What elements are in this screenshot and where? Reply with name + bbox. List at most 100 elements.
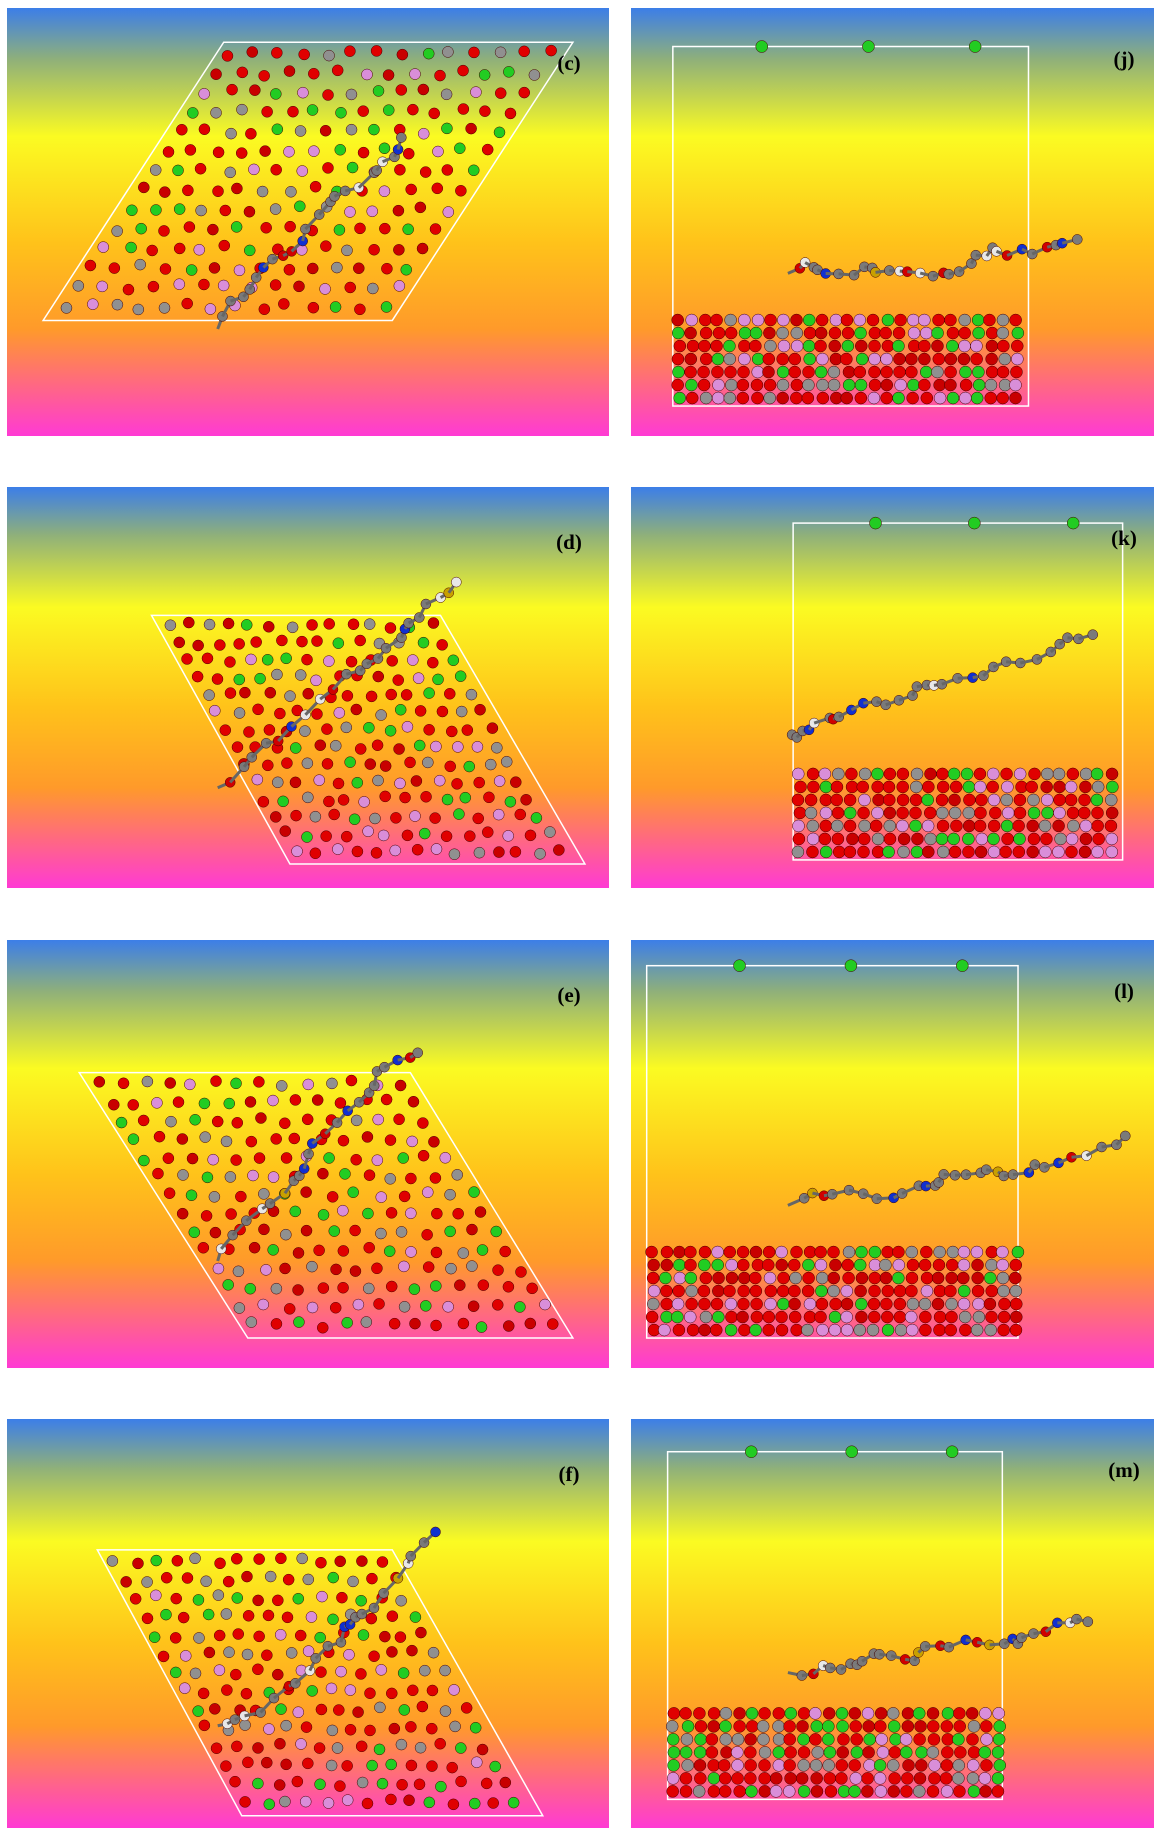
atom xyxy=(293,1593,304,1604)
atom xyxy=(338,794,349,805)
atom xyxy=(881,379,893,391)
atom xyxy=(700,1272,712,1284)
atom xyxy=(673,1324,685,1336)
atom xyxy=(406,184,417,195)
atom xyxy=(751,392,763,404)
atom xyxy=(234,1303,245,1314)
atom xyxy=(445,761,456,772)
atom xyxy=(376,1192,387,1203)
atom xyxy=(947,327,959,339)
atom xyxy=(1052,846,1064,858)
atom xyxy=(245,1283,256,1294)
atom xyxy=(446,726,457,737)
atom xyxy=(328,1614,339,1625)
atom xyxy=(253,1595,264,1606)
atom xyxy=(783,1785,795,1797)
atom xyxy=(1080,768,1092,780)
atom xyxy=(1001,794,1013,806)
atom xyxy=(999,353,1011,365)
atom xyxy=(455,1743,466,1754)
atom xyxy=(1002,807,1014,819)
atom xyxy=(870,820,882,832)
atom xyxy=(718,1759,730,1771)
atom xyxy=(738,1324,750,1336)
atom xyxy=(242,1757,253,1768)
atom xyxy=(174,204,185,215)
atom xyxy=(373,85,384,96)
atom xyxy=(285,221,296,232)
atom xyxy=(290,1206,301,1217)
atom xyxy=(190,1553,201,1564)
atom xyxy=(440,1152,451,1163)
atom xyxy=(483,792,494,803)
atom xyxy=(426,1761,437,1772)
atom xyxy=(725,366,737,378)
atom xyxy=(281,1759,292,1770)
atom xyxy=(150,204,161,215)
atom xyxy=(466,1224,477,1235)
atom xyxy=(864,1759,876,1771)
atom xyxy=(264,1799,275,1810)
atom xyxy=(225,167,236,178)
atom xyxy=(323,1798,334,1809)
atom xyxy=(972,1272,984,1284)
atom xyxy=(997,327,1009,339)
atom xyxy=(806,846,818,858)
atom xyxy=(385,623,396,634)
atom xyxy=(300,1796,311,1807)
atom xyxy=(875,1785,887,1797)
atom xyxy=(937,781,949,793)
atom xyxy=(958,353,970,365)
atom xyxy=(409,1318,420,1329)
atom xyxy=(466,689,477,700)
atom xyxy=(777,379,789,391)
atom xyxy=(407,655,418,666)
atom xyxy=(418,84,429,95)
atom xyxy=(843,379,855,391)
atom xyxy=(491,1226,502,1237)
atom xyxy=(182,298,193,309)
atom xyxy=(952,1733,964,1745)
atom xyxy=(450,1721,461,1732)
atom xyxy=(810,1759,822,1771)
atom xyxy=(749,1272,761,1284)
atom xyxy=(922,781,934,793)
atom xyxy=(931,366,943,378)
atom xyxy=(745,1733,757,1745)
atom xyxy=(1014,794,1026,806)
atom xyxy=(953,1759,965,1771)
atom xyxy=(856,1272,868,1284)
atom xyxy=(927,1746,939,1758)
atom xyxy=(915,1759,927,1771)
atom xyxy=(324,618,335,629)
atom xyxy=(371,45,382,56)
atom xyxy=(698,379,710,391)
atom xyxy=(789,1311,801,1323)
atom xyxy=(249,85,260,96)
atom xyxy=(843,366,855,378)
atom xyxy=(763,1246,775,1258)
atom xyxy=(330,1302,341,1313)
atom xyxy=(776,1311,788,1323)
atom xyxy=(850,1772,862,1784)
atom xyxy=(997,1272,1009,1284)
atom xyxy=(424,724,435,735)
atom xyxy=(708,1707,720,1719)
atom xyxy=(708,1759,720,1771)
atom xyxy=(426,1723,437,1734)
atom xyxy=(435,1738,446,1749)
atom xyxy=(869,1285,881,1297)
atom xyxy=(406,1645,417,1656)
atom xyxy=(829,1311,841,1323)
atom xyxy=(706,1733,718,1745)
atom xyxy=(757,1720,769,1732)
atom xyxy=(87,299,98,310)
atom xyxy=(961,768,973,780)
atom xyxy=(293,1317,304,1328)
atom xyxy=(892,1246,904,1258)
atom xyxy=(1079,781,1091,793)
atom xyxy=(979,1707,991,1719)
atom xyxy=(732,1733,744,1745)
atom xyxy=(333,638,344,649)
atom xyxy=(828,1246,840,1258)
